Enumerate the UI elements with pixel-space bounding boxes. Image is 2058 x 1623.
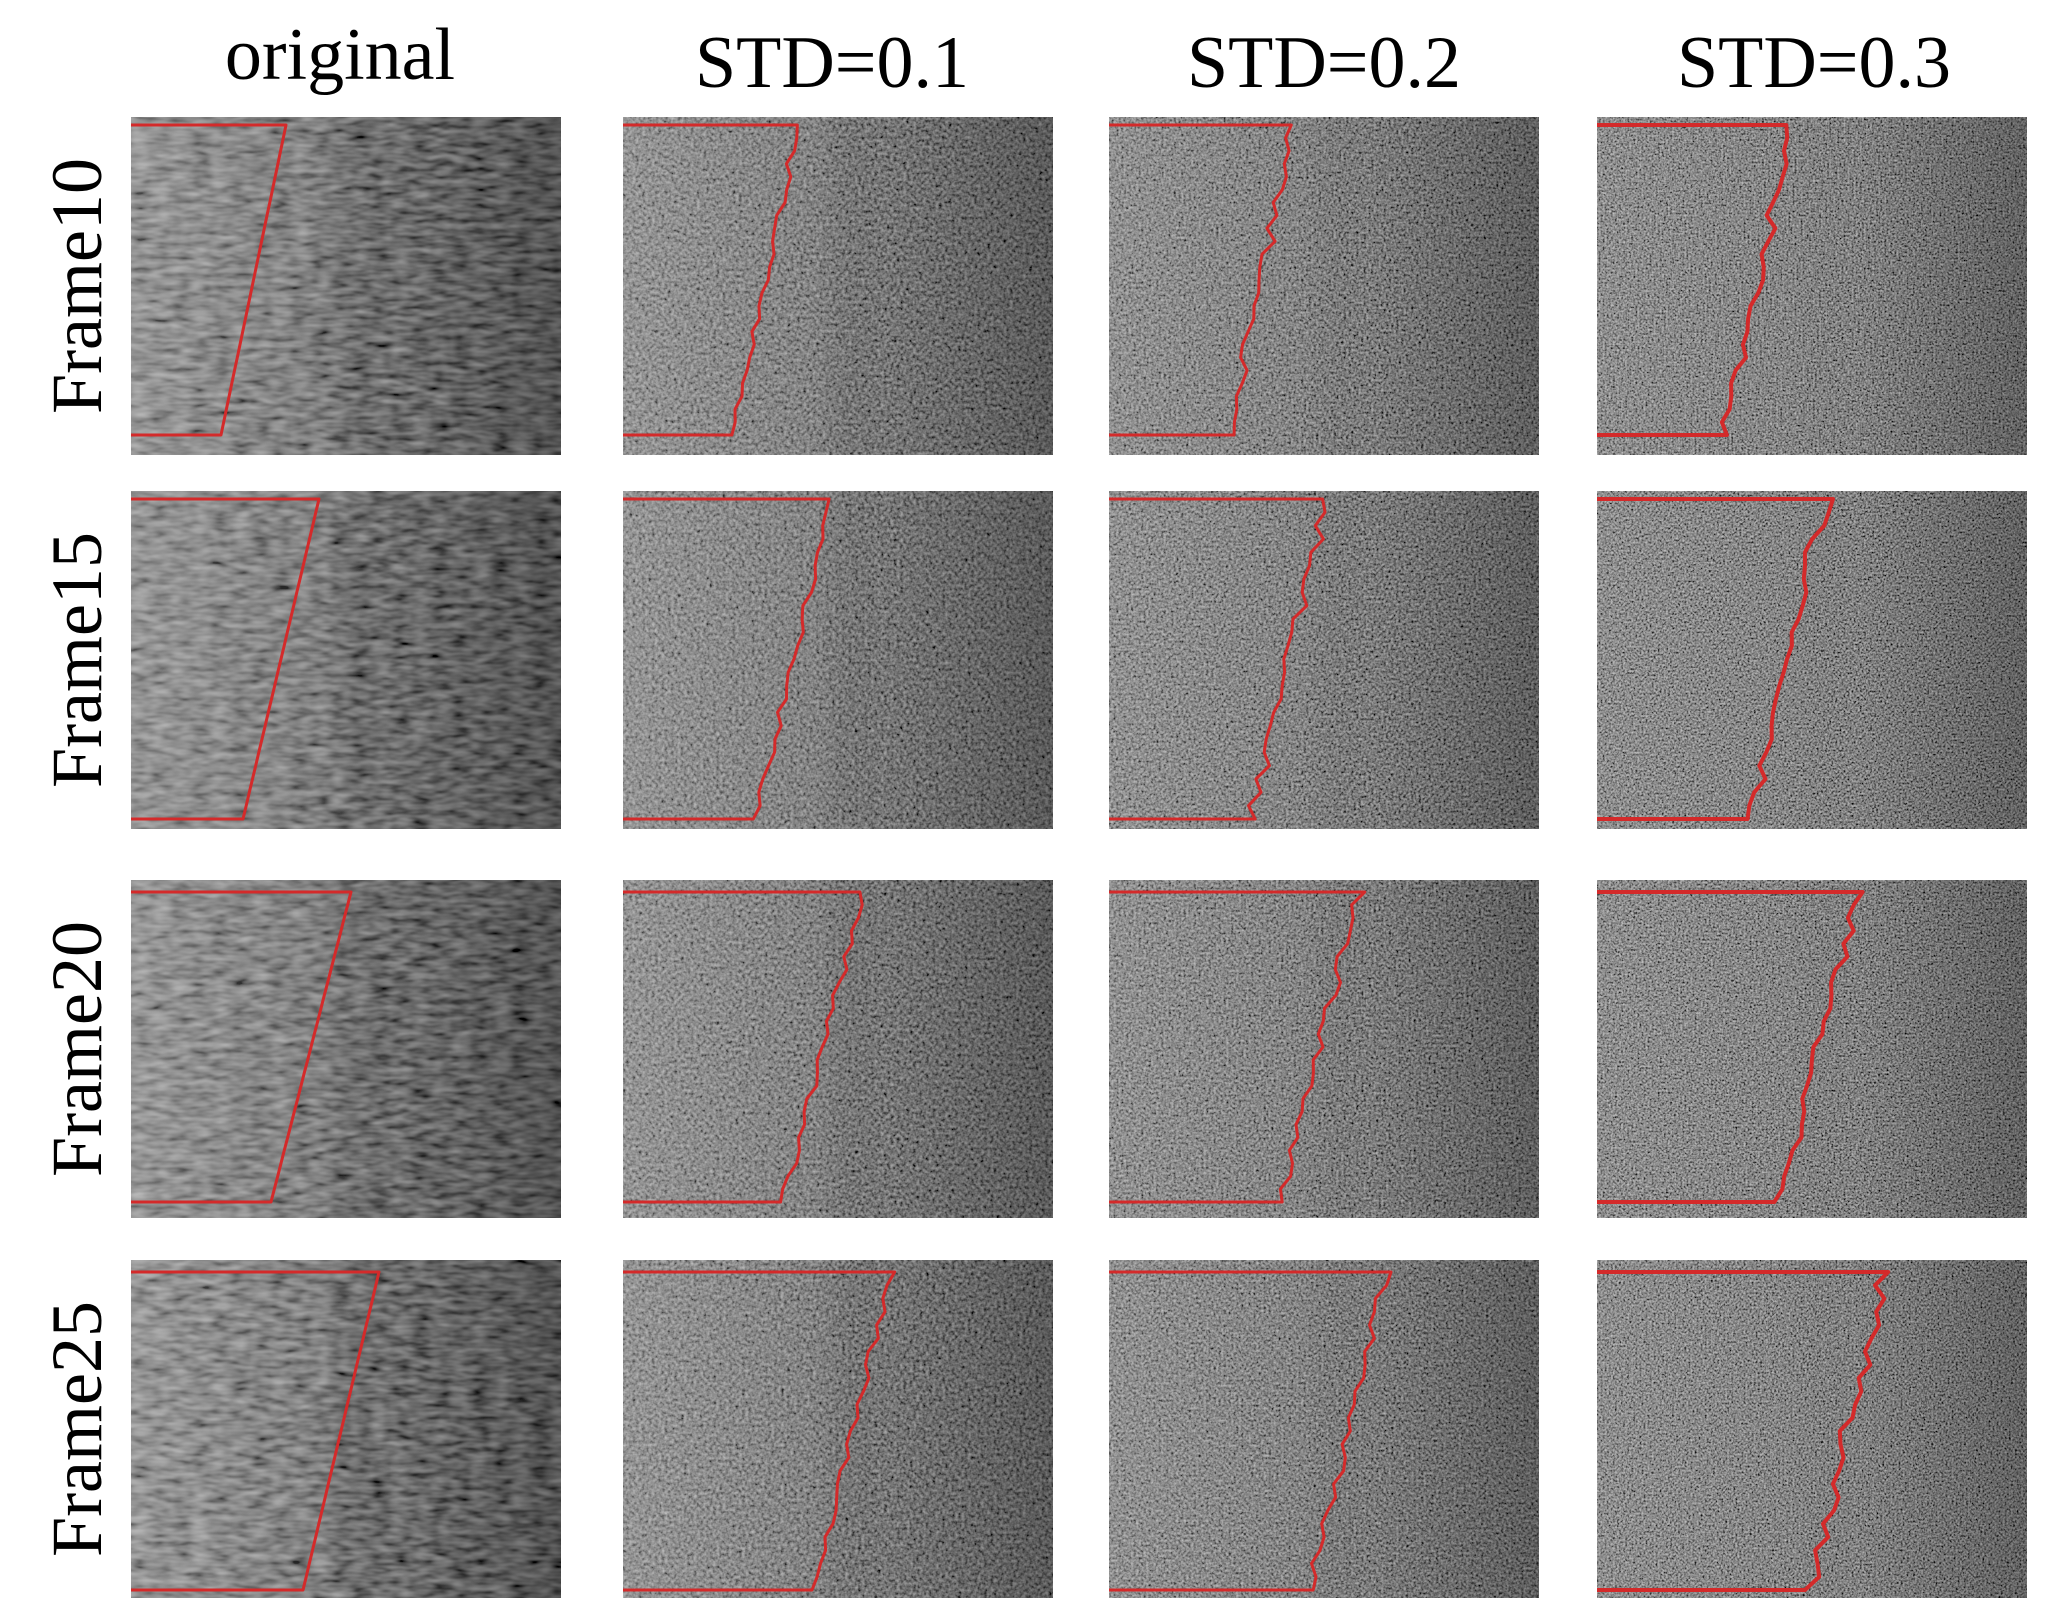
column-header-std-0-1: STD=0.1 [694,22,970,104]
red-contour [1109,890,1367,1204]
image-panel-frame15-col1 [623,491,1053,829]
red-contour [1597,1270,1891,1592]
red-contour [131,1270,381,1592]
brightness-gradient [131,880,561,1218]
brightness-gradient [1109,117,1539,455]
image-panel-frame25-col1 [623,1260,1053,1598]
red-contour [131,890,353,1204]
brightness-gradient [1109,880,1539,1218]
red-contour [623,123,799,437]
red-contour [623,1270,897,1592]
brightness-gradient [623,491,1053,829]
row-label-frame15: Frame15 [37,532,117,788]
image-panel-frame10-col3 [1597,117,2027,455]
row-header-frame25: Frame25 [37,1260,117,1598]
image-panel-frame10-col0 [131,117,561,455]
image-panel-frame25-col2 [1109,1260,1539,1598]
column-header-std-0-3: STD=0.3 [1676,22,1952,104]
row-header-frame10: Frame10 [37,117,117,455]
brightness-gradient [1109,491,1539,829]
row-label-frame25: Frame25 [37,1301,117,1557]
image-panel-frame25-col0 [131,1260,561,1598]
brightness-gradient [1597,1260,2027,1598]
image-panel-frame15-col3 [1597,491,2027,829]
image-panel-frame15-col0 [131,491,561,829]
image-panel-frame10-col1 [623,117,1053,455]
row-label-frame20: Frame20 [37,921,117,1177]
red-contour [131,497,321,821]
brightness-gradient [131,491,561,829]
image-panel-frame20-col1 [623,880,1053,1218]
brightness-gradient [131,117,561,455]
image-panel-frame20-col0 [131,880,561,1218]
red-contour [1109,497,1327,821]
brightness-gradient [1597,117,2027,455]
image-panel-frame10-col2 [1109,117,1539,455]
red-contour [1109,123,1293,437]
red-contour [623,890,864,1204]
column-header-original: original [224,14,456,96]
column-header-std-0-2: STD=0.2 [1186,22,1462,104]
red-contour [1597,890,1865,1204]
red-contour [131,123,288,437]
brightness-gradient [623,880,1053,1218]
red-contour [1597,497,1835,821]
row-header-frame20: Frame20 [37,880,117,1218]
red-contour [1597,123,1790,437]
brightness-gradient [623,117,1053,455]
image-panel-frame25-col3 [1597,1260,2027,1598]
brightness-gradient [1597,491,2027,829]
brightness-gradient [623,1260,1053,1598]
image-panel-frame15-col2 [1109,491,1539,829]
image-panel-frame20-col3 [1597,880,2027,1218]
row-label-frame10: Frame10 [37,158,117,414]
image-panel-frame20-col2 [1109,880,1539,1218]
red-contour [623,497,831,821]
brightness-gradient [131,1260,561,1598]
red-contour [1109,1270,1393,1592]
row-header-frame15: Frame15 [37,491,117,829]
brightness-gradient [1109,1260,1539,1598]
